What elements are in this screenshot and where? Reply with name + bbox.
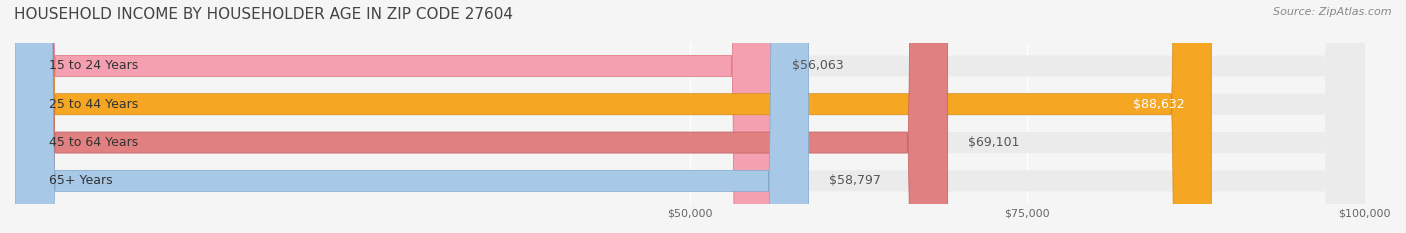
Text: Source: ZipAtlas.com: Source: ZipAtlas.com [1274, 7, 1392, 17]
FancyBboxPatch shape [15, 0, 948, 233]
FancyBboxPatch shape [15, 0, 1365, 233]
Text: $58,797: $58,797 [830, 174, 880, 187]
Text: 45 to 64 Years: 45 to 64 Years [49, 136, 138, 149]
FancyBboxPatch shape [15, 0, 1365, 233]
FancyBboxPatch shape [15, 0, 808, 233]
Text: 25 to 44 Years: 25 to 44 Years [49, 98, 138, 111]
FancyBboxPatch shape [15, 0, 1365, 233]
FancyBboxPatch shape [15, 0, 1212, 233]
FancyBboxPatch shape [15, 0, 772, 233]
Text: $56,063: $56,063 [792, 59, 844, 72]
Text: $88,632: $88,632 [1133, 98, 1184, 111]
Text: $69,101: $69,101 [967, 136, 1019, 149]
Text: 65+ Years: 65+ Years [49, 174, 112, 187]
FancyBboxPatch shape [15, 0, 1365, 233]
Text: 15 to 24 Years: 15 to 24 Years [49, 59, 138, 72]
Text: HOUSEHOLD INCOME BY HOUSEHOLDER AGE IN ZIP CODE 27604: HOUSEHOLD INCOME BY HOUSEHOLDER AGE IN Z… [14, 7, 513, 22]
